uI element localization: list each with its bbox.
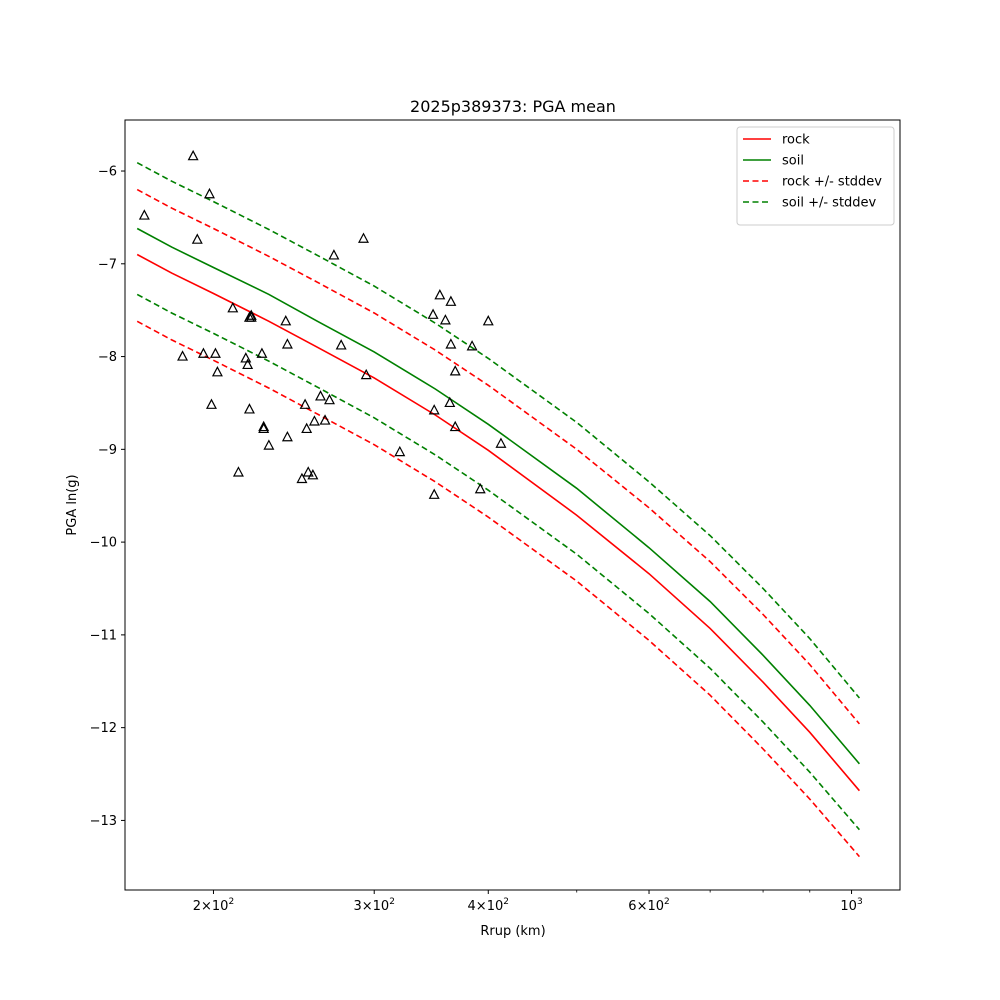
observation-marker — [299, 398, 311, 409]
observation-marker — [444, 396, 456, 408]
observation-marker — [263, 439, 275, 450]
observation-marker — [335, 339, 347, 350]
plot-frame — [124, 119, 901, 891]
observation-marker — [243, 403, 255, 414]
x-tick-label: 103 — [840, 897, 862, 914]
y-tick-label: −11 — [90, 628, 117, 643]
observation-marker — [258, 422, 270, 434]
axis-ticks: −6 −7 −8 −9 −10 −11 −12 −13 2×102 3×102 4×102 6×102… — [90, 165, 863, 914]
x-axis-label: Rrup (km) — [480, 924, 545, 939]
legend-label: soil — [782, 154, 804, 169]
observation-marker — [296, 472, 308, 484]
observation-marker — [177, 350, 189, 361]
series-line-1 — [136, 227, 861, 765]
y-tick-label: −8 — [98, 350, 117, 365]
observation-marker — [211, 366, 223, 377]
y-tick-label: −9 — [98, 443, 117, 458]
observation-marker — [324, 393, 335, 405]
observation-marker — [466, 340, 478, 351]
observation-marker — [197, 347, 209, 358]
observation-marker — [280, 315, 292, 326]
observation-marker — [474, 482, 486, 494]
x-tick-label: 3×102 — [353, 897, 394, 914]
observation-marker — [281, 338, 293, 349]
observation-marker — [449, 420, 461, 432]
legend-label: rock — [782, 133, 810, 148]
series-line-3 — [136, 320, 861, 858]
x-tick-label: 4×102 — [468, 897, 509, 914]
observation-marker — [301, 422, 313, 434]
observation-marker — [307, 469, 319, 480]
y-tick-label: −6 — [98, 165, 117, 180]
y-tick-label: −10 — [90, 536, 117, 551]
legend-box — [736, 126, 895, 226]
observation-marker — [360, 368, 372, 380]
y-axis-label: PGA ln(g) — [65, 474, 80, 535]
observation-marker — [138, 209, 150, 220]
legend-label: rock +/- stddev — [782, 175, 882, 190]
observation-marker — [427, 308, 439, 319]
observation-marker — [191, 233, 203, 244]
observation-marker — [203, 187, 215, 199]
observation-marker — [256, 347, 268, 358]
series-line-5 — [136, 293, 861, 831]
x-tick-label: 2×102 — [193, 897, 234, 914]
chart-title: 2025p389373: PGA mean — [410, 97, 616, 116]
observation-marker — [315, 390, 327, 401]
observation-marker — [209, 347, 221, 358]
observation-marker — [281, 430, 293, 442]
series-line-0 — [136, 253, 861, 792]
observation-marker — [302, 466, 314, 477]
observation-marker — [240, 352, 252, 363]
observation-marker — [449, 365, 461, 376]
observation-marker — [245, 309, 257, 320]
y-tick-label: −7 — [98, 257, 117, 272]
series-line-4 — [136, 161, 861, 699]
legend: rock soil rock +/- stddev soil +/- stddev — [736, 126, 895, 226]
observation-marker — [495, 437, 507, 448]
observation-marker — [428, 404, 440, 415]
observation-marker — [232, 466, 244, 477]
observation-marker — [319, 414, 331, 425]
observation-marker — [482, 315, 494, 326]
observation-marker — [439, 314, 451, 325]
legend-label: soil +/- stddev — [782, 196, 877, 211]
observation-marker — [328, 249, 340, 260]
observation-marker — [242, 358, 254, 370]
observation-marker — [227, 302, 239, 313]
observation-marker — [445, 338, 457, 349]
y-tick-label: −12 — [90, 721, 117, 736]
observation-marker — [358, 232, 369, 243]
observation-marker — [394, 445, 406, 457]
x-tick-label: 6×102 — [628, 897, 669, 914]
observation-marker — [434, 289, 446, 300]
observation-marker — [205, 398, 217, 409]
y-tick-label: −13 — [90, 814, 117, 829]
observation-marker — [428, 488, 440, 499]
series-line-2 — [136, 188, 861, 725]
observation-marker — [245, 311, 257, 322]
observation-marker — [445, 295, 457, 306]
observation-marker — [187, 149, 199, 161]
observation-marker — [258, 420, 270, 432]
observation-marker — [308, 415, 320, 426]
